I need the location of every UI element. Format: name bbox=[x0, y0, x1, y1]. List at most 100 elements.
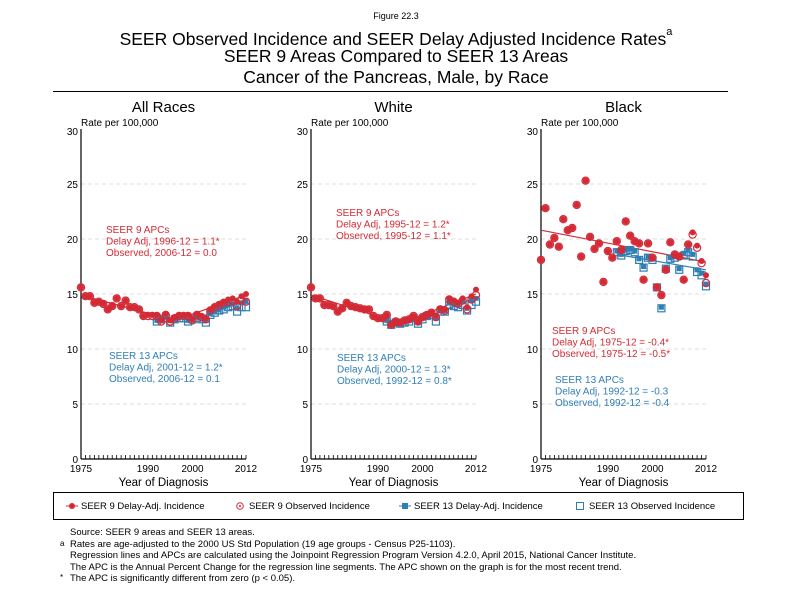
seer13-delay-point bbox=[243, 298, 249, 304]
y-tick-label: 10 bbox=[527, 345, 539, 356]
seer9-delay-point bbox=[698, 258, 705, 264]
footnote-significance: * The APC is significantly different from… bbox=[60, 573, 636, 585]
seer9-observed-point bbox=[621, 217, 630, 226]
x-tick-label: 2000 bbox=[641, 464, 664, 475]
chart-panel-all-races: All Races Rate per 100,000 0 5 10 15 20 25 30 197… bbox=[67, 99, 258, 489]
seer9-observed-point bbox=[643, 239, 653, 248]
seer9-delay-point bbox=[229, 295, 236, 302]
x-tick-label: 2012 bbox=[235, 464, 258, 475]
seer9-observed-point bbox=[603, 246, 613, 256]
seer9-delay-point bbox=[118, 303, 125, 310]
seer13-regression-line bbox=[616, 253, 707, 271]
seer9-delay-point bbox=[658, 292, 665, 299]
seer9-observed-point bbox=[612, 236, 622, 246]
seer9-delay-point bbox=[538, 256, 544, 263]
seer9-apc-observed: Observed, 1975-12 = -0.5* bbox=[552, 349, 670, 360]
seer9-delay-point bbox=[432, 313, 439, 319]
seer9-observed-point bbox=[585, 232, 595, 241]
seer9-delay-point bbox=[542, 205, 549, 212]
legend-item-seer13-observed: SEER 13 Observed Incidence bbox=[574, 501, 715, 512]
x-axis-title: Year of Diagnosis bbox=[579, 477, 669, 489]
footnote-mark: * bbox=[60, 573, 64, 583]
seer13-apc-observed: Observed, 2006-12 = 0.1 bbox=[109, 374, 220, 385]
seer13-apc-observed: Observed, 1992-12 = 0.8* bbox=[337, 376, 452, 387]
legend-item-seer13-delay: SEER 13 Delay-Adj. Incidence bbox=[399, 501, 543, 512]
seer9-observed-point bbox=[382, 310, 392, 320]
title-text: SEER Observed Incidence and SEER Delay A… bbox=[119, 28, 667, 49]
chart-title-line-1: SEER Observed Incidence and SEER Delay A… bbox=[0, 25, 792, 49]
seer9-observed-point bbox=[568, 223, 577, 233]
x-tick-label: 1990 bbox=[367, 464, 390, 475]
seer9-apc-heading: SEER 9 APCs bbox=[106, 225, 169, 236]
figure-label: Figure 22.3 bbox=[373, 11, 419, 21]
seer9-observed-point bbox=[572, 200, 581, 210]
chart-title-line-3: Cancer of the Pancreas, Male, by Race bbox=[243, 67, 549, 87]
seer13-apc-observed: Observed, 1992-12 = -0.4 bbox=[555, 398, 670, 409]
panel-title: Black bbox=[605, 99, 642, 116]
seer13-delay-point bbox=[384, 317, 390, 323]
seer9-delay-point bbox=[339, 305, 346, 312]
y-axis-label: Rate per 100,000 bbox=[311, 118, 389, 129]
y-tick-label: 0 bbox=[532, 455, 538, 466]
seer9-observed-point bbox=[679, 275, 688, 284]
seer9-delay-point bbox=[185, 311, 192, 318]
seer9-observed-point bbox=[427, 308, 436, 317]
seer9-observed-point bbox=[329, 301, 338, 311]
footnote-text: Rates are age-adjusted to the 2000 US St… bbox=[70, 538, 456, 550]
seer13-delay-point bbox=[636, 256, 642, 262]
seer9-delay-point bbox=[703, 272, 709, 279]
seer13-apc-heading: SEER 13 APCs bbox=[337, 353, 406, 364]
seer9-apc-observed: Observed, 2006-12 = 0.0 bbox=[106, 248, 217, 259]
y-tick-label: 0 bbox=[72, 455, 78, 466]
seer9-delay-point bbox=[591, 245, 598, 252]
seer9-observed-point bbox=[121, 296, 130, 305]
y-tick-label: 15 bbox=[67, 290, 79, 301]
seer9-observed-point bbox=[599, 277, 608, 287]
seer9-observed-point bbox=[657, 290, 666, 300]
x-tick-label: 1990 bbox=[597, 464, 620, 475]
seer13-delay-point bbox=[703, 281, 709, 287]
seer9-observed-point bbox=[683, 240, 693, 249]
seer9-delay-point bbox=[573, 201, 580, 208]
seer13-delay-point bbox=[645, 254, 651, 260]
seer13-delay-point bbox=[614, 248, 620, 254]
seer9-delay-point bbox=[613, 238, 620, 245]
seer9-observed-point bbox=[594, 239, 604, 248]
seer9-delay-point bbox=[662, 266, 669, 273]
seer13-delay-point bbox=[212, 309, 218, 315]
y-tick-label: 10 bbox=[297, 345, 309, 356]
y-tick-label: 25 bbox=[67, 180, 79, 191]
seer9-delay-point bbox=[680, 276, 687, 283]
seer9-delay-point bbox=[459, 295, 466, 302]
seer9-observed-point bbox=[576, 252, 586, 261]
seer9-delay-point bbox=[316, 295, 323, 302]
seer9-observed-point bbox=[108, 301, 117, 311]
seer13-delay-point bbox=[681, 250, 687, 256]
y-tick-label: 5 bbox=[532, 400, 538, 411]
seer13-delay-point bbox=[216, 306, 222, 312]
seer9-delay-point bbox=[464, 304, 471, 311]
seer9-delay-point bbox=[441, 306, 448, 313]
seer9-delay-point bbox=[473, 286, 479, 293]
y-tick-label: 25 bbox=[527, 180, 539, 191]
seer9-observed-point bbox=[315, 294, 325, 303]
footnote-apc-definition: The APC is the Annual Percent Change for… bbox=[62, 562, 636, 574]
x-tick-label: 1975 bbox=[70, 464, 93, 475]
seer9-delay-point bbox=[202, 315, 209, 322]
seer13-delay-point bbox=[694, 267, 700, 273]
legend-label: SEER 9 Delay-Adj. Incidence bbox=[81, 501, 205, 512]
x-axis-title: Year of Diagnosis bbox=[349, 477, 439, 489]
seer9-observed-point bbox=[112, 294, 121, 303]
seer9-delay-point bbox=[243, 291, 249, 297]
y-tick-label: 5 bbox=[302, 400, 308, 411]
seer9-delay-point bbox=[238, 293, 245, 300]
seer9-observed-point bbox=[241, 297, 251, 306]
legend-label: SEER 13 Observed Incidence bbox=[589, 501, 716, 512]
seer9-delay-point bbox=[640, 276, 647, 283]
seer9-observed-point bbox=[581, 176, 590, 185]
seer13-apc-heading: SEER 13 APCs bbox=[109, 351, 178, 362]
x-tick-label: 2012 bbox=[695, 464, 718, 475]
legend-label: SEER 9 Observed Incidence bbox=[249, 501, 370, 512]
seer9-delay-point bbox=[158, 317, 165, 324]
y-tick-label: 20 bbox=[297, 235, 309, 246]
